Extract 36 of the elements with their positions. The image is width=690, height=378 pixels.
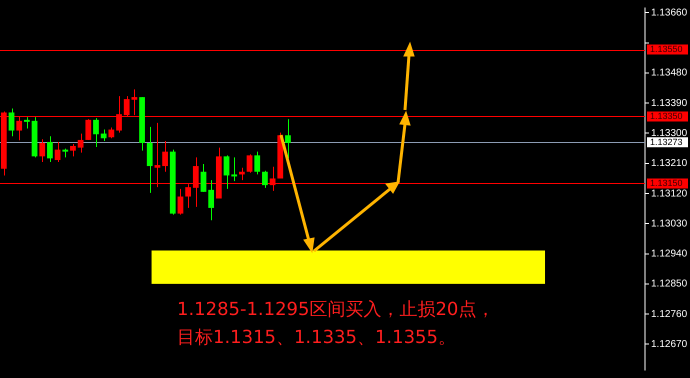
candlestick bbox=[254, 151, 260, 175]
candlestick bbox=[93, 118, 99, 148]
candlestick bbox=[285, 118, 291, 159]
candlestick bbox=[224, 154, 230, 190]
ref-line-label: 1.13150 bbox=[650, 178, 683, 188]
y-tick-label: 1.13120 bbox=[651, 188, 688, 200]
y-tick-label: 1.12760 bbox=[651, 308, 688, 320]
y-tick-label: 1.13030 bbox=[651, 218, 688, 230]
candlestick bbox=[238, 167, 245, 181]
candlestick bbox=[200, 164, 206, 192]
y-tick-label: 1.12940 bbox=[651, 248, 688, 260]
candlestick bbox=[54, 141, 60, 163]
candlestick bbox=[262, 170, 268, 188]
candlestick bbox=[146, 126, 153, 194]
y-tick-label: 1.12850 bbox=[651, 278, 688, 290]
candlestick bbox=[47, 136, 53, 163]
candlestick bbox=[208, 180, 214, 221]
y-tick-label: 1.13480 bbox=[651, 68, 688, 79]
y-tick-label: 1.13300 bbox=[651, 128, 688, 139]
candlestick bbox=[85, 118, 92, 140]
y-tick-label: 1.13660 bbox=[651, 7, 688, 18]
candlestick bbox=[246, 154, 252, 174]
candlestick bbox=[108, 127, 114, 139]
annotation: 目标1.1315、1.1335、1.1355。 bbox=[177, 326, 456, 349]
candlestick bbox=[231, 156, 238, 182]
candlestick bbox=[100, 129, 107, 142]
candlestick bbox=[39, 138, 46, 163]
annotation: 1.1285-1.1295区间买入，止损20点， bbox=[177, 298, 494, 321]
y-tick-label: 1.13210 bbox=[651, 158, 688, 170]
y-tick-label: 1.12670 bbox=[651, 338, 688, 350]
candlestick bbox=[178, 188, 184, 216]
ref-line-label: 1.13273 bbox=[650, 136, 683, 147]
candlestick bbox=[8, 108, 14, 137]
y-tick-label: 1.13390 bbox=[651, 98, 688, 109]
ref-line-label: 1.13350 bbox=[650, 110, 683, 121]
ref-line-label: 1.13550 bbox=[650, 44, 683, 54]
